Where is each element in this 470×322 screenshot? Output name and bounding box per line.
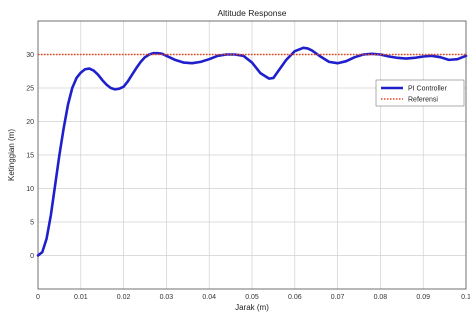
x-tick-label: 0.08 (374, 294, 388, 301)
legend: PI Controller Referensi (375, 79, 465, 107)
legend-label-pi-controller: PI Controller (408, 86, 448, 93)
y-tick-label: 15 (26, 153, 34, 160)
y-tick-label: 5 (30, 220, 34, 227)
x-tick-label: 0.05 (245, 294, 259, 301)
y-axis-label: Ketinggian (m) (7, 129, 16, 181)
x-tick-label: 0.03 (160, 294, 174, 301)
x-axis-ticks: 0 0.01 0.02 0.03 0.04 0.05 0.06 0.07 0.08 0.09 0.1 (36, 294, 470, 301)
x-axis-label: Jarak (m) (235, 303, 269, 312)
x-tick-label: 0.01 (74, 294, 88, 301)
plot-area-frame (37, 20, 467, 290)
x-tick-label: 0.06 (288, 294, 302, 301)
series-lines (36, 46, 468, 257)
x-tick-label: 0.07 (331, 294, 345, 301)
series-pi-controller-line (36, 46, 468, 257)
y-tick-label: 20 (26, 119, 34, 126)
legend-label-referensi: Referensi (408, 97, 438, 104)
y-tick-label: 0 (30, 253, 34, 260)
x-tick-label: 0.02 (117, 294, 131, 301)
y-axis-ticks: 0 5 10 15 20 25 30 (26, 52, 34, 260)
x-tick-label: 0.04 (202, 294, 216, 301)
x-tick-label: 0.1 (461, 294, 470, 301)
x-tick-label: 0.09 (416, 294, 430, 301)
y-tick-label: 10 (26, 186, 34, 193)
legend-box (375, 79, 465, 107)
x-tick-label: 0 (36, 294, 40, 301)
y-tick-label: 30 (26, 52, 34, 59)
chart-title: Altitude Response (218, 8, 287, 18)
y-tick-label: 25 (26, 86, 34, 93)
